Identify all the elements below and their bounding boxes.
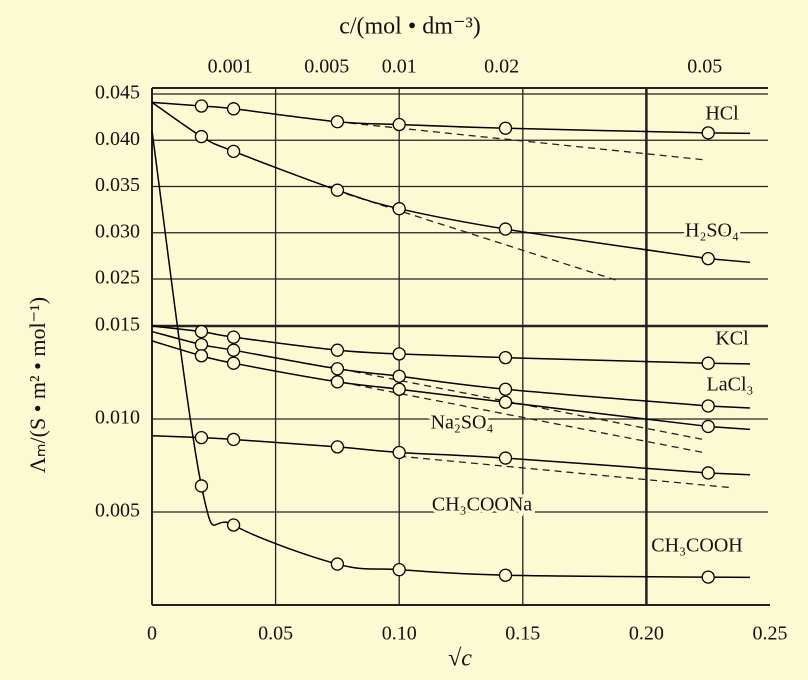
data-point (392, 202, 406, 216)
x2-tick-label: 0.02 (484, 56, 519, 78)
data-point (330, 557, 345, 571)
series-label: HCl (705, 103, 739, 125)
data-point (226, 518, 241, 532)
data-point (498, 451, 513, 465)
x-tick-label: 0.20 (629, 623, 664, 645)
data-point (194, 349, 209, 363)
data-point (330, 440, 345, 454)
curve-tail (708, 257, 751, 264)
data-point (701, 126, 715, 140)
data-point (701, 466, 715, 480)
curve-tail (708, 472, 751, 476)
series-label: CH₃COONa (432, 494, 532, 516)
limiting-slope (399, 455, 733, 489)
data-point (226, 102, 241, 116)
data-point (194, 129, 209, 144)
data-point (226, 343, 241, 357)
data-point (392, 445, 406, 460)
data-point (194, 324, 209, 339)
x-tick-label: 0.10 (382, 623, 417, 645)
series-label: CH₃COOH (651, 535, 742, 557)
x2-tick-label: 0.01 (382, 56, 417, 78)
curve-tail (708, 132, 751, 135)
data-point (498, 395, 513, 409)
limiting-slope (329, 379, 704, 454)
data-point (701, 419, 715, 434)
data-point (701, 356, 715, 370)
data-point (194, 99, 209, 113)
y-tick-label: 0.040 (95, 128, 140, 150)
data-point (498, 568, 513, 582)
data-point (226, 144, 241, 159)
y-tick-label: 0.030 (95, 220, 140, 242)
data-point (498, 121, 513, 135)
data-point (330, 183, 345, 197)
data-point (226, 330, 241, 344)
data-point (498, 382, 513, 396)
data-point (701, 251, 715, 266)
curve-tail (708, 405, 751, 409)
x-tick-label: 0 (147, 623, 157, 645)
y-tick-label: 0.010 (95, 407, 140, 429)
data-point (226, 356, 241, 370)
x-tick-label: 0.15 (505, 623, 540, 645)
series-label: Na₂SO₄ (431, 412, 494, 434)
data-point (392, 369, 406, 383)
data-point (330, 115, 345, 129)
y-tick-label: 0.035 (95, 174, 140, 196)
data-point (226, 432, 241, 447)
y-tick-label: 0.005 (95, 500, 140, 522)
data-point (194, 337, 209, 352)
data-point (392, 347, 406, 361)
curve-tail (708, 425, 751, 431)
x-tick-label: 0.05 (258, 623, 293, 645)
curve-tail (708, 362, 751, 365)
data-point (392, 382, 406, 396)
y-tick-label: 0.025 (95, 267, 140, 289)
x2-tick-label: 0.001 (208, 56, 253, 78)
x2-tick-label: 0.005 (304, 56, 349, 78)
data-point (392, 563, 406, 577)
data-point (498, 350, 513, 365)
data-point (194, 430, 209, 445)
x2-tick-label: 0.05 (687, 56, 722, 78)
limiting-slope (329, 366, 704, 441)
x2-axis-title: c/(mol • dm⁻³) (339, 14, 481, 40)
y-axis-title: Λₘ/(S • m² • mol⁻¹) (25, 297, 50, 473)
y-tick-label: 0.015 (95, 314, 140, 336)
data-point (330, 362, 345, 376)
data-point (330, 343, 345, 357)
series-label: H₂SO₄ (685, 220, 739, 242)
series-label: LaCl₃ (707, 374, 754, 396)
series-label: KCl (715, 328, 749, 350)
data-point (330, 375, 345, 389)
x-tick-label: 0.25 (753, 623, 788, 645)
data-point (701, 570, 715, 584)
data-point (392, 117, 406, 132)
y-tick-label: 0.045 (95, 82, 140, 104)
curve (151, 130, 709, 578)
x-axis-title: √c (448, 646, 472, 672)
data-point (701, 399, 715, 413)
data-point (498, 222, 513, 236)
data-point (194, 479, 209, 493)
